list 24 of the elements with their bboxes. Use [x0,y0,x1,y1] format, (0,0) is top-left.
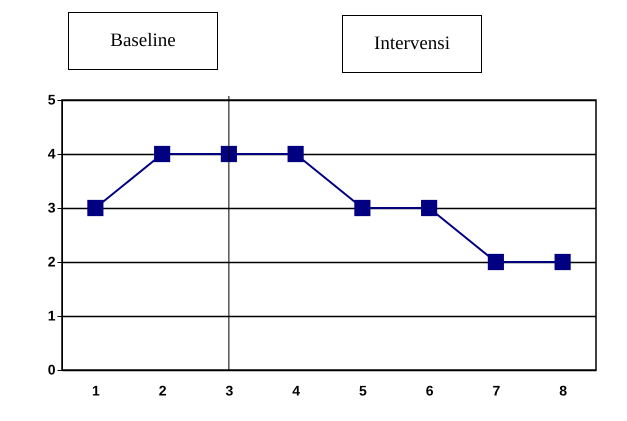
x-tick-label: 2 [158,382,167,398]
y-tick-label: 0 [48,362,56,378]
point [288,146,304,162]
y-tick-label: 4 [48,146,56,162]
x-tick-label: 4 [292,382,300,398]
y-tick-label: 2 [48,254,56,270]
point [87,200,104,216]
point [488,254,504,270]
text: Intervensi [342,15,482,73]
point [421,200,438,216]
point [154,146,170,162]
x-tick-label: 8 [559,382,568,398]
point [220,146,237,162]
x-tick-label: 5 [358,382,367,398]
text: Baseline [68,12,218,70]
x-tick-label: 1 [92,382,100,398]
x-tick-label: 7 [492,382,500,398]
x-tick-label: 3 [225,382,234,398]
y-tick-label: 3 [48,200,56,216]
point [554,254,571,270]
x-tick-label: 6 [426,382,434,398]
y-tick-label: 5 [48,92,56,108]
point [354,200,370,216]
y-tick-label: 1 [48,308,56,324]
